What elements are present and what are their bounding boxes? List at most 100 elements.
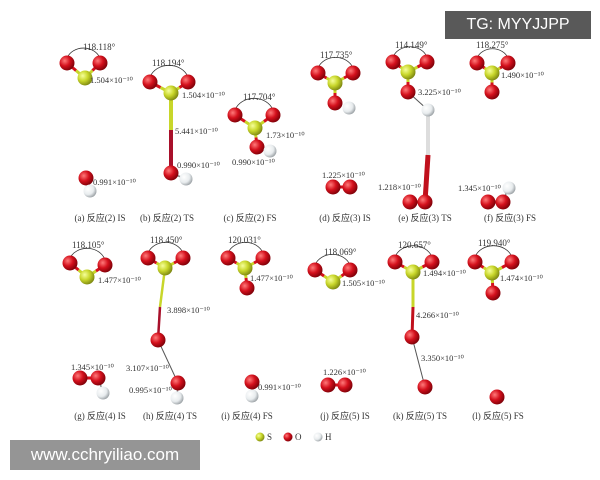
angle-arc — [66, 47, 101, 59]
bond-length-label: 1.345×10⁻¹⁰ — [71, 362, 114, 372]
oxygen-atom — [310, 65, 326, 81]
oxygen-atom — [220, 250, 236, 266]
legend-label: O — [295, 432, 302, 442]
angle-arc — [394, 245, 433, 258]
bond-length-label: 0.990×10⁻¹⁰ — [177, 160, 220, 170]
sulfur-atom — [77, 70, 93, 86]
oxygen-atom — [59, 55, 75, 71]
hydrogen-atom — [245, 389, 259, 403]
panel-caption: (a) 反应(2) IS — [75, 212, 126, 223]
angle-label: 120.657° — [398, 240, 431, 250]
sulfur-atom — [400, 64, 416, 80]
hydrogen-atom — [421, 103, 435, 117]
bond-length-label: 1.474×10⁻¹⁰ — [500, 273, 543, 283]
legend: S O H — [255, 432, 332, 442]
oxygen-atom — [417, 194, 433, 210]
bond-length-label: 1.73×10⁻¹⁰ — [266, 130, 305, 140]
angle-label: 119.940° — [478, 238, 511, 248]
angle-label: 118.450° — [150, 235, 183, 245]
hydrogen-atom — [502, 181, 516, 195]
panel-caption: (b) 反应(2) TS — [140, 212, 194, 223]
bond-length-label: 1.505×10⁻¹⁰ — [342, 278, 385, 288]
oxygen-atom — [62, 255, 78, 271]
oxygen-atom — [419, 54, 435, 70]
sulfur-atom — [325, 274, 341, 290]
oxygen-atom — [342, 179, 358, 195]
sulfur-atom — [484, 65, 500, 81]
oxygen-atom — [325, 179, 341, 195]
oxygen-atom — [345, 65, 361, 81]
legend-label: S — [267, 432, 272, 442]
oxygen-atom — [255, 250, 271, 266]
angle-arc — [234, 97, 274, 111]
bond-length-label: 5.441×10⁻¹⁰ — [175, 126, 218, 136]
oxygen-atom — [249, 139, 265, 155]
oxygen-atom — [404, 329, 420, 345]
oxygen-atom — [163, 165, 179, 181]
sulfur-atom — [157, 260, 173, 276]
bond-length-label: 1.477×10⁻¹⁰ — [98, 275, 141, 285]
oxygen-atom — [467, 254, 483, 270]
oxygen-atom — [402, 194, 418, 210]
oxygen-atom — [320, 377, 336, 393]
bond-length-label: 4.266×10⁻¹⁰ — [416, 310, 459, 320]
oxygen-atom — [495, 194, 511, 210]
legend-oxygen-atom — [283, 432, 293, 442]
sulfur-atom — [237, 260, 253, 276]
hydrogen-atom — [83, 184, 97, 198]
bond-length-label: 1.490×10⁻¹⁰ — [501, 70, 544, 80]
panel-caption: (f) 反应(3) FS — [484, 212, 536, 223]
bond-length-label: 1.225×10⁻¹⁰ — [322, 170, 365, 180]
oxygen-atom — [140, 250, 156, 266]
bond — [422, 154, 431, 203]
angle-label: 118.275° — [476, 40, 509, 50]
hydrogen-atom — [170, 391, 184, 405]
angle-arc — [474, 245, 513, 258]
hydrogen-atom — [96, 386, 110, 400]
panel-caption: (g) 反应(4) IS — [74, 410, 126, 421]
oxygen-atom — [150, 332, 166, 348]
oxygen-atom — [244, 374, 260, 390]
watermark-bottom: www.cchryiliao.com — [10, 440, 200, 470]
angle-arc — [147, 242, 184, 254]
oxygen-atom — [72, 370, 88, 386]
oxygen-atom — [480, 194, 496, 210]
oxygen-atom — [180, 74, 196, 90]
oxygen-atom — [424, 254, 440, 270]
panel-caption: (k) 反应(5) TS — [393, 410, 447, 421]
angle-label: 114.149° — [395, 40, 428, 50]
oxygen-atom — [337, 377, 353, 393]
angle-arc — [227, 242, 264, 254]
panel-caption: (c) 反应(2) FS — [224, 212, 277, 223]
angle-arc — [314, 254, 351, 266]
legend-sulfur-atom — [255, 432, 265, 442]
angle-arc — [69, 247, 106, 261]
oxygen-atom — [90, 370, 106, 386]
hydrogen-atom — [342, 101, 356, 115]
oxygen-atom — [78, 170, 94, 186]
oxygen-atom — [385, 54, 401, 70]
bond-length-label: 1.218×10⁻¹⁰ — [378, 182, 421, 192]
angle-arc — [149, 64, 189, 78]
bond-length-label: 0.991×10⁻¹⁰ — [93, 177, 136, 187]
angle-label: 118.105° — [72, 240, 105, 250]
oxygen-atom — [417, 379, 433, 395]
watermark-top: TG: MYYJJPP — [445, 11, 591, 39]
panel-caption: (d) 反应(3) IS — [319, 212, 371, 223]
panel-caption: (h) 反应(4) TS — [143, 410, 197, 421]
angle-label: 117.704° — [243, 92, 276, 102]
angle-label: 118.194° — [152, 58, 185, 68]
oxygen-atom — [92, 55, 108, 71]
oxygen-atom — [142, 74, 158, 90]
bond-length-label: 3.350×10⁻¹⁰ — [421, 353, 464, 363]
panel-caption: (j) 反应(5) IS — [320, 410, 370, 421]
bond-length-label: 1.504×10⁻¹⁰ — [90, 75, 133, 85]
sulfur-atom — [327, 75, 343, 91]
angle-arc — [317, 57, 354, 69]
sulfur-atom — [163, 85, 179, 101]
bond-length-label: 1.345×10⁻¹⁰ — [458, 183, 501, 193]
panel-caption: (i) 反应(4) FS — [221, 410, 273, 421]
sulfur-atom — [484, 265, 500, 281]
oxygen-atom — [484, 84, 500, 100]
oxygen-atom — [97, 257, 113, 273]
